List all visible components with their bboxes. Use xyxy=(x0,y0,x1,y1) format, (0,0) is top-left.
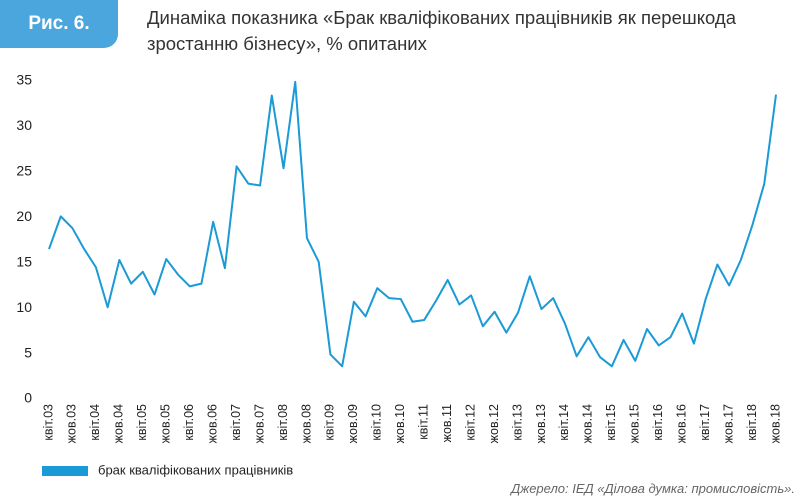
x-tick-label: жов.17 xyxy=(721,404,735,443)
y-tick-label: 20 xyxy=(16,208,32,224)
x-tick-label: жов.10 xyxy=(393,404,407,443)
x-tick-label: квіт.04 xyxy=(88,404,102,441)
x-tick-label: квіт.12 xyxy=(463,404,477,441)
x-tick-label: квіт.03 xyxy=(41,404,55,441)
x-tick-label: жов.06 xyxy=(205,404,219,443)
x-tick-label: жов.15 xyxy=(628,404,642,443)
x-tick-label: жов.08 xyxy=(299,404,313,443)
x-tick-label: квіт.07 xyxy=(229,404,243,441)
x-tick-label: квіт.16 xyxy=(651,404,665,441)
x-tick-label: квіт.05 xyxy=(135,404,149,441)
y-tick-label: 15 xyxy=(16,253,32,269)
data-line xyxy=(48,80,777,368)
x-tick-label: жов.07 xyxy=(252,404,266,443)
legend-label: брак кваліфікованих працівників xyxy=(98,462,293,477)
x-tick-label: квіт.13 xyxy=(510,404,524,441)
x-tick-label: жов.12 xyxy=(487,404,501,443)
x-tick-label: жов.11 xyxy=(440,404,454,442)
x-tick-label: квіт.18 xyxy=(745,404,759,441)
x-tick-label: жов.05 xyxy=(159,404,173,443)
x-tick-label: жов.16 xyxy=(674,404,688,443)
x-tick-label: квіт.14 xyxy=(557,404,571,441)
x-tick-label: жов.14 xyxy=(581,404,595,443)
x-tick-label: квіт.11 xyxy=(417,404,431,440)
x-tick-label: жов.13 xyxy=(534,404,548,443)
x-tick-label: квіт.10 xyxy=(370,404,384,441)
legend-swatch xyxy=(42,466,88,476)
x-tick-label: жов.18 xyxy=(768,404,782,443)
x-tick-label: квіт.17 xyxy=(698,404,712,441)
y-tick-label: 25 xyxy=(16,163,32,179)
x-tick-label: жов.03 xyxy=(65,404,79,443)
x-tick-label: квіт.15 xyxy=(604,404,618,441)
y-tick-label: 35 xyxy=(16,72,32,88)
x-tick-label: жов.09 xyxy=(346,404,360,443)
x-tick-label: квіт.09 xyxy=(323,404,337,441)
figure-label: Рис. 6. xyxy=(0,0,118,48)
source: Джерело: ІЕД «Ділова думка: промисловіст… xyxy=(511,481,795,496)
x-tick-label: жов.04 xyxy=(112,404,126,443)
y-tick-label: 0 xyxy=(24,390,32,406)
y-tick-label: 5 xyxy=(24,344,32,360)
y-tick-label: 10 xyxy=(16,299,32,315)
chart-title: Динаміка показника «Брак кваліфікованих … xyxy=(147,7,736,54)
x-tick-label: квіт.08 xyxy=(276,404,290,441)
x-tick-label: квіт.06 xyxy=(182,404,196,441)
y-tick-label: 30 xyxy=(16,117,32,133)
